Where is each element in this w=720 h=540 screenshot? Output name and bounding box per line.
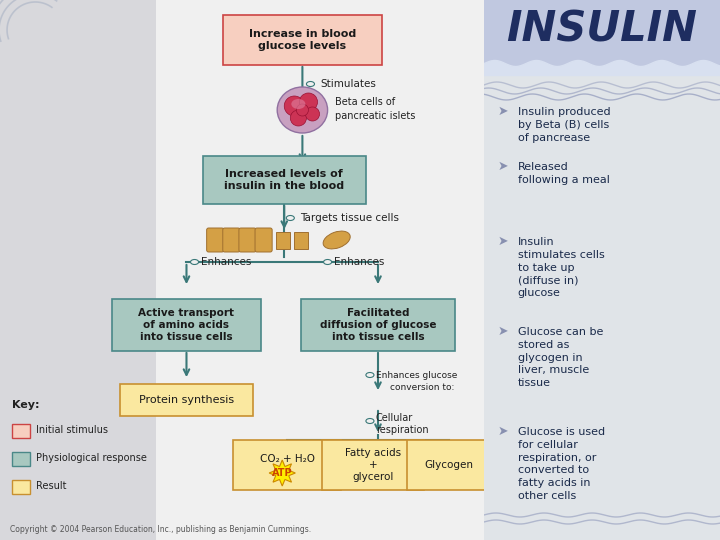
FancyBboxPatch shape bbox=[112, 299, 261, 351]
FancyBboxPatch shape bbox=[408, 440, 490, 490]
Ellipse shape bbox=[323, 231, 350, 249]
Ellipse shape bbox=[366, 373, 374, 377]
Text: Insulin produced
by Beta (B) cells
of pancrease: Insulin produced by Beta (B) cells of pa… bbox=[518, 107, 611, 143]
Text: Fatty acids
+
glycerol: Fatty acids + glycerol bbox=[345, 448, 401, 482]
Bar bbox=[156, 0, 484, 540]
Polygon shape bbox=[269, 460, 295, 486]
Circle shape bbox=[305, 107, 320, 121]
Circle shape bbox=[297, 104, 308, 116]
Bar bbox=[294, 232, 308, 249]
Bar bbox=[12, 480, 30, 494]
FancyBboxPatch shape bbox=[223, 15, 382, 65]
Ellipse shape bbox=[191, 260, 199, 265]
Ellipse shape bbox=[277, 87, 328, 133]
FancyBboxPatch shape bbox=[202, 156, 366, 204]
Circle shape bbox=[284, 96, 305, 116]
Text: ➤: ➤ bbox=[498, 425, 508, 438]
FancyBboxPatch shape bbox=[302, 299, 454, 351]
Text: Targets tissue cells: Targets tissue cells bbox=[300, 213, 400, 223]
Text: Result: Result bbox=[36, 481, 67, 491]
Bar bbox=[484, 0, 720, 75]
Text: CO₂ + H₂O
+: CO₂ + H₂O + bbox=[260, 454, 315, 476]
Text: Cellular: Cellular bbox=[376, 413, 413, 423]
Text: pancreatic islets: pancreatic islets bbox=[335, 111, 415, 121]
FancyBboxPatch shape bbox=[255, 228, 272, 252]
FancyBboxPatch shape bbox=[222, 228, 240, 252]
Text: ATP: ATP bbox=[272, 468, 292, 478]
Text: ➤: ➤ bbox=[498, 160, 508, 173]
Text: conversion to:: conversion to: bbox=[390, 382, 454, 392]
FancyBboxPatch shape bbox=[233, 440, 341, 490]
Text: Facilitated
diffusion of glucose
into tissue cells: Facilitated diffusion of glucose into ti… bbox=[320, 308, 436, 342]
Text: Enhances: Enhances bbox=[333, 257, 384, 267]
FancyBboxPatch shape bbox=[239, 228, 256, 252]
Text: Glucose can be
stored as
glycogen in
liver, muscle
tissue: Glucose can be stored as glycogen in liv… bbox=[518, 327, 603, 388]
Text: ➤: ➤ bbox=[498, 105, 508, 118]
Ellipse shape bbox=[287, 215, 294, 220]
Ellipse shape bbox=[307, 82, 315, 86]
Bar bbox=[12, 424, 30, 438]
Text: Active transport
of amino acids
into tissue cells: Active transport of amino acids into tis… bbox=[138, 308, 235, 342]
Text: ➤: ➤ bbox=[498, 325, 508, 338]
Bar bbox=[276, 232, 290, 249]
Text: respiration: respiration bbox=[376, 425, 428, 435]
Text: Stimulates: Stimulates bbox=[320, 79, 377, 89]
Ellipse shape bbox=[323, 260, 332, 265]
Text: Protein synthesis: Protein synthesis bbox=[139, 395, 234, 405]
Text: Increase in blood
glucose levels: Increase in blood glucose levels bbox=[249, 29, 356, 51]
Text: Initial stimulus: Initial stimulus bbox=[36, 425, 108, 435]
Text: INSULIN: INSULIN bbox=[506, 9, 697, 51]
Text: Glucose is used
for cellular
respiration, or
converted to
fatty acids in
other c: Glucose is used for cellular respiration… bbox=[518, 427, 605, 501]
Text: Enhances glucose: Enhances glucose bbox=[376, 370, 457, 380]
Text: Enhances: Enhances bbox=[201, 257, 251, 267]
Text: ➤: ➤ bbox=[498, 235, 508, 248]
Text: Copyright © 2004 Pearson Education, Inc., publishing as Benjamin Cummings.: Copyright © 2004 Pearson Education, Inc.… bbox=[10, 525, 311, 534]
Bar bbox=[0, 0, 156, 540]
FancyBboxPatch shape bbox=[322, 440, 424, 490]
Text: Insulin
stimulates cells
to take up
(diffuse in)
glucose: Insulin stimulates cells to take up (dif… bbox=[518, 237, 605, 298]
Text: Glycogen: Glycogen bbox=[424, 460, 473, 470]
Text: Released
following a meal: Released following a meal bbox=[518, 162, 610, 185]
Text: Beta cells of: Beta cells of bbox=[335, 97, 395, 107]
Circle shape bbox=[290, 110, 307, 126]
Circle shape bbox=[300, 93, 318, 111]
Bar bbox=[12, 452, 30, 466]
Ellipse shape bbox=[292, 99, 305, 109]
Text: Key:: Key: bbox=[12, 400, 40, 410]
Text: Physiological response: Physiological response bbox=[36, 453, 147, 463]
Ellipse shape bbox=[366, 418, 374, 423]
Text: Increased levels of
insulin in the blood: Increased levels of insulin in the blood bbox=[224, 169, 344, 191]
FancyBboxPatch shape bbox=[207, 228, 224, 252]
FancyBboxPatch shape bbox=[120, 384, 253, 416]
